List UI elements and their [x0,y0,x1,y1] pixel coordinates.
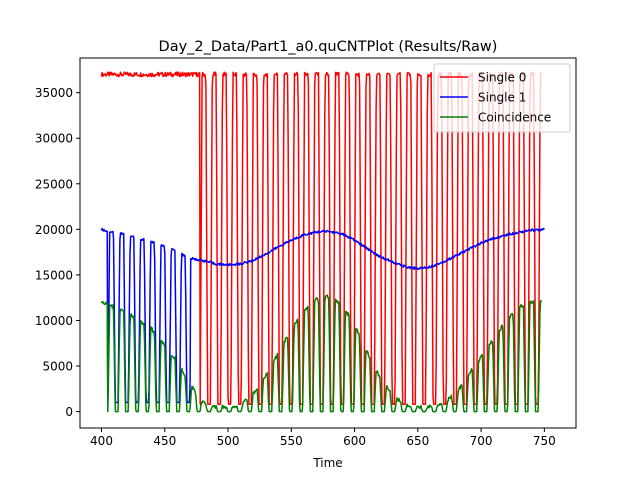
x-tick-label: 450 [153,434,176,448]
x-tick-label: 750 [533,434,556,448]
y-tick-label: 5000 [42,360,73,374]
legend-label: Single 0 [478,71,526,85]
x-axis-title: Time [312,456,342,470]
x-tick-label: 700 [470,434,493,448]
y-tick-label: 15000 [35,268,73,282]
x-tick-label: 650 [406,434,429,448]
x-axis: 400 450 500 550 600 650 700 750 [90,428,556,448]
y-tick-label: 25000 [35,177,73,191]
legend: Single 0 Single 1 Coincidence [433,63,571,133]
y-tick-label: 30000 [35,132,73,146]
legend-label: Coincidence [478,111,551,125]
x-tick-label: 400 [90,434,113,448]
y-tick-label: 0 [65,405,73,419]
y-axis: 0 5000 10000 15000 20000 25000 30000 35000 [35,86,80,419]
chart-title: Day_2_Data/Part1_a0.quCNTPlot (Results/R… [159,39,498,55]
legend-box [433,63,571,133]
series-line-single-1 [100,227,545,404]
y-tick-label: 35000 [35,86,73,100]
y-tick-label: 10000 [35,314,73,328]
plot-frame [79,57,577,429]
x-tick-label: 500 [217,434,240,448]
series-line-coincidence [100,294,543,413]
x-tick-label: 600 [343,434,366,448]
legend-label: Single 1 [478,91,526,105]
x-tick-label: 550 [280,434,303,448]
y-tick-label: 20000 [35,223,73,237]
